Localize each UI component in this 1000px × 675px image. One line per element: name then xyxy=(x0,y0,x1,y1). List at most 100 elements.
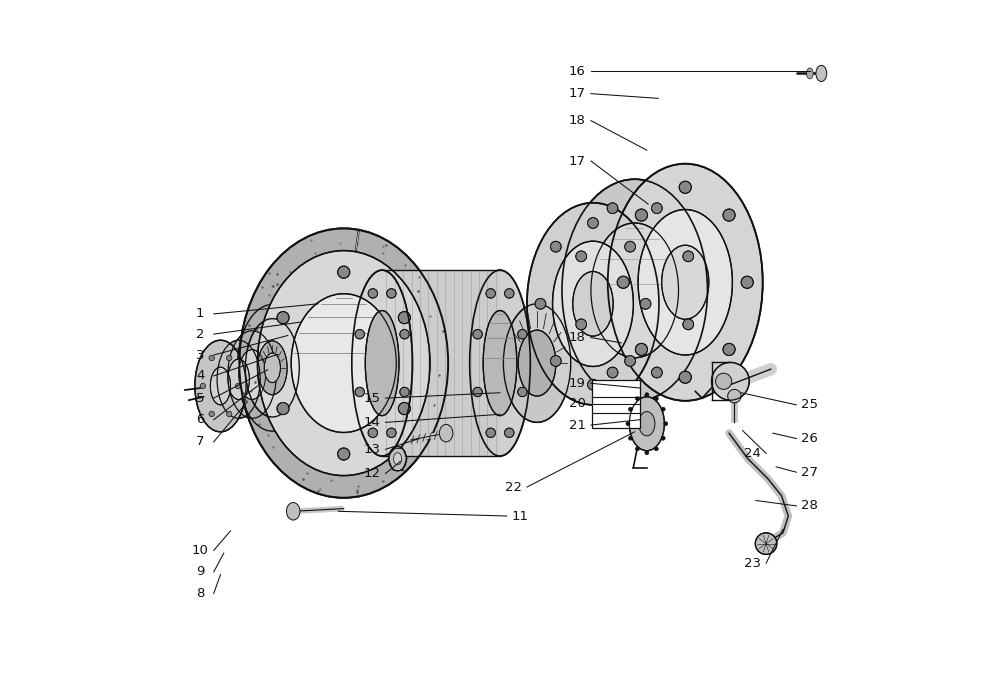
Text: 17: 17 xyxy=(569,87,586,100)
Ellipse shape xyxy=(640,298,651,309)
Ellipse shape xyxy=(228,331,276,418)
Text: 4: 4 xyxy=(196,369,204,383)
Ellipse shape xyxy=(652,202,662,213)
Text: 10: 10 xyxy=(192,544,209,557)
Text: 14: 14 xyxy=(364,416,380,429)
Ellipse shape xyxy=(387,289,396,298)
Ellipse shape xyxy=(518,387,527,397)
Ellipse shape xyxy=(562,179,707,402)
Ellipse shape xyxy=(245,319,299,417)
Ellipse shape xyxy=(608,164,763,401)
Text: 11: 11 xyxy=(512,510,529,522)
Text: 8: 8 xyxy=(196,587,204,600)
Ellipse shape xyxy=(550,356,561,367)
Text: 18: 18 xyxy=(569,114,586,127)
Ellipse shape xyxy=(723,344,735,356)
Text: 6: 6 xyxy=(196,413,204,426)
Ellipse shape xyxy=(728,389,741,403)
Ellipse shape xyxy=(439,425,453,442)
Ellipse shape xyxy=(723,209,735,221)
Text: 26: 26 xyxy=(801,432,818,445)
Bar xyxy=(592,380,640,429)
Ellipse shape xyxy=(505,289,514,298)
Ellipse shape xyxy=(258,341,287,395)
Text: 3: 3 xyxy=(196,348,204,362)
Ellipse shape xyxy=(470,270,530,456)
Text: 9: 9 xyxy=(196,566,204,578)
Ellipse shape xyxy=(473,329,482,339)
Ellipse shape xyxy=(683,251,694,262)
Text: 7: 7 xyxy=(196,435,204,448)
Ellipse shape xyxy=(217,340,260,418)
Text: 12: 12 xyxy=(364,467,381,480)
Ellipse shape xyxy=(617,276,629,288)
Ellipse shape xyxy=(679,371,691,383)
Ellipse shape xyxy=(355,387,364,397)
Ellipse shape xyxy=(628,407,633,411)
Ellipse shape xyxy=(368,289,378,298)
Ellipse shape xyxy=(398,312,410,324)
Ellipse shape xyxy=(227,355,232,360)
Ellipse shape xyxy=(398,402,410,414)
Ellipse shape xyxy=(607,367,618,378)
Text: 2: 2 xyxy=(196,327,204,341)
Ellipse shape xyxy=(394,453,402,465)
Ellipse shape xyxy=(338,266,350,278)
Ellipse shape xyxy=(635,447,639,451)
Ellipse shape xyxy=(576,319,587,330)
Ellipse shape xyxy=(209,355,214,360)
Ellipse shape xyxy=(661,407,665,411)
Ellipse shape xyxy=(400,387,409,397)
Text: 19: 19 xyxy=(569,377,586,389)
Ellipse shape xyxy=(625,356,635,367)
Ellipse shape xyxy=(607,202,618,213)
Ellipse shape xyxy=(527,202,659,405)
Text: 18: 18 xyxy=(569,331,586,344)
Ellipse shape xyxy=(518,330,556,396)
Ellipse shape xyxy=(486,428,495,437)
Ellipse shape xyxy=(200,383,206,389)
Text: 22: 22 xyxy=(505,481,522,493)
Ellipse shape xyxy=(588,217,598,228)
Ellipse shape xyxy=(576,251,587,262)
Ellipse shape xyxy=(209,411,214,416)
Ellipse shape xyxy=(588,379,598,390)
Ellipse shape xyxy=(626,422,630,426)
Text: 27: 27 xyxy=(801,466,818,479)
Ellipse shape xyxy=(638,209,732,355)
Ellipse shape xyxy=(654,397,658,401)
Ellipse shape xyxy=(535,298,546,309)
Ellipse shape xyxy=(635,344,647,356)
Ellipse shape xyxy=(483,310,517,416)
Ellipse shape xyxy=(683,319,694,330)
Ellipse shape xyxy=(716,373,732,389)
Ellipse shape xyxy=(518,329,527,339)
Ellipse shape xyxy=(235,383,241,389)
Ellipse shape xyxy=(387,428,396,437)
Ellipse shape xyxy=(553,241,633,367)
Ellipse shape xyxy=(210,367,231,405)
Text: 20: 20 xyxy=(569,397,586,410)
Ellipse shape xyxy=(338,448,350,460)
Text: 25: 25 xyxy=(801,398,818,411)
Ellipse shape xyxy=(645,393,649,397)
Ellipse shape xyxy=(662,245,709,319)
Ellipse shape xyxy=(639,412,655,436)
Ellipse shape xyxy=(661,436,665,440)
Text: 16: 16 xyxy=(569,65,586,78)
Ellipse shape xyxy=(635,209,647,221)
Ellipse shape xyxy=(645,451,649,455)
Ellipse shape xyxy=(654,447,658,451)
Text: 24: 24 xyxy=(744,447,761,460)
Ellipse shape xyxy=(679,181,691,193)
Ellipse shape xyxy=(573,271,613,336)
Ellipse shape xyxy=(755,533,777,554)
Ellipse shape xyxy=(239,228,448,498)
Ellipse shape xyxy=(400,329,409,339)
Ellipse shape xyxy=(365,310,399,416)
Ellipse shape xyxy=(277,312,289,324)
Ellipse shape xyxy=(277,402,289,414)
Ellipse shape xyxy=(741,276,753,288)
Text: 21: 21 xyxy=(569,418,586,431)
Text: 1: 1 xyxy=(196,307,204,321)
